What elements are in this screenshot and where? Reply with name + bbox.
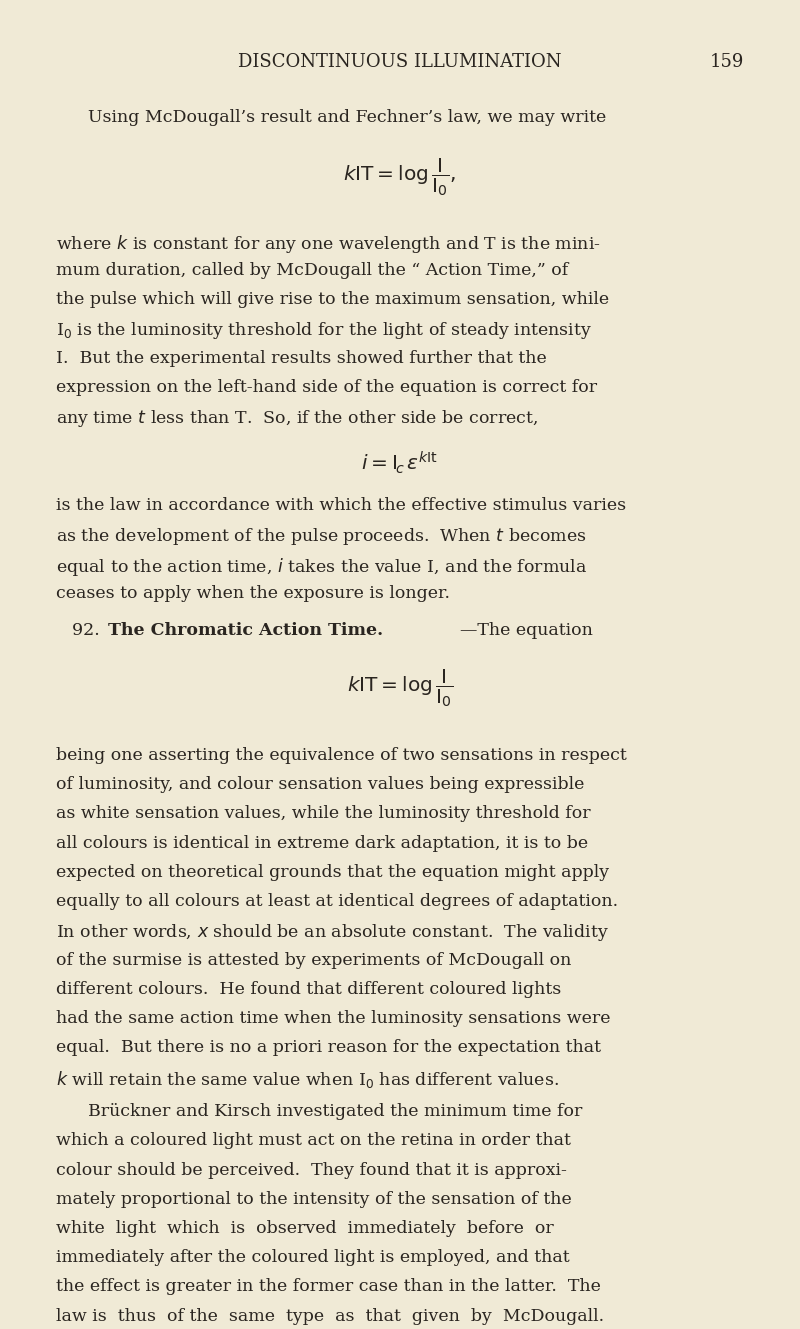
Text: The Chromatic Action Time.: The Chromatic Action Time. — [108, 622, 383, 639]
Text: 92.: 92. — [72, 622, 106, 639]
Text: immediately after the coloured light is employed, and that: immediately after the coloured light is … — [56, 1249, 570, 1267]
Text: $k$ will retain the same value when I$_0$ has different values.: $k$ will retain the same value when I$_0… — [56, 1069, 559, 1090]
Text: the effect is greater in the former case than in the latter.  The: the effect is greater in the former case… — [56, 1278, 601, 1296]
Text: mately proportional to the intensity of the sensation of the: mately proportional to the intensity of … — [56, 1191, 572, 1208]
Text: colour should be perceived.  They found that it is approxi-: colour should be perceived. They found t… — [56, 1162, 567, 1179]
Text: as white sensation values, while the luminosity threshold for: as white sensation values, while the lum… — [56, 805, 590, 823]
Text: 159: 159 — [710, 53, 744, 72]
Text: equally to all colours at least at identical degrees of adaptation.: equally to all colours at least at ident… — [56, 893, 618, 910]
Text: white  light  which  is  observed  immediately  before  or: white light which is observed immediatel… — [56, 1220, 554, 1237]
Text: being one asserting the equivalence of two sensations in respect: being one asserting the equivalence of t… — [56, 747, 626, 764]
Text: the pulse which will give rise to the maximum sensation, while: the pulse which will give rise to the ma… — [56, 291, 609, 308]
Text: Brückner and Kirsch investigated the minimum time for: Brückner and Kirsch investigated the min… — [88, 1103, 582, 1120]
Text: law is  thus  of the  same  type  as  that  given  by  McDougall.: law is thus of the same type as that giv… — [56, 1308, 604, 1325]
Text: had the same action time when the luminosity sensations were: had the same action time when the lumino… — [56, 1010, 610, 1027]
Text: all colours is identical in extreme dark adaptation, it is to be: all colours is identical in extreme dark… — [56, 835, 588, 852]
Text: where $k$ is constant for any one wavelength and T is the mini-: where $k$ is constant for any one wavele… — [56, 233, 601, 255]
Text: $k\mathrm{IT} = \log\dfrac{\mathrm{I}}{\mathrm{I}_0},$: $k\mathrm{IT} = \log\dfrac{\mathrm{I}}{\… — [343, 157, 457, 198]
Text: —The equation: —The equation — [460, 622, 593, 639]
Text: different colours.  He found that different coloured lights: different colours. He found that differe… — [56, 981, 562, 998]
Text: which a coloured light must act on the retina in order that: which a coloured light must act on the r… — [56, 1132, 571, 1150]
Text: $i = \mathrm{I}_{\!c}\,\varepsilon^{k\mathrm{It}}$: $i = \mathrm{I}_{\!c}\,\varepsilon^{k\ma… — [362, 449, 438, 476]
Text: equal to the action time, $i$ takes the value I, and the formula: equal to the action time, $i$ takes the … — [56, 556, 587, 578]
Text: any time $t$ less than T.  So, if the other side be correct,: any time $t$ less than T. So, if the oth… — [56, 408, 538, 429]
Text: equal.  But there is no a priori reason for the expectation that: equal. But there is no a priori reason f… — [56, 1039, 601, 1057]
Text: Using McDougall’s result and Fechner’s law, we may write: Using McDougall’s result and Fechner’s l… — [88, 109, 606, 126]
Text: I.  But the experimental results showed further that the: I. But the experimental results showed f… — [56, 350, 546, 367]
Text: ceases to apply when the exposure is longer.: ceases to apply when the exposure is lon… — [56, 585, 450, 602]
Text: expected on theoretical grounds that the equation might apply: expected on theoretical grounds that the… — [56, 864, 609, 881]
Text: expression on the left-hand side of the equation is correct for: expression on the left-hand side of the … — [56, 379, 597, 396]
Text: mum duration, called by McDougall the “ Action Time,” of: mum duration, called by McDougall the “ … — [56, 262, 568, 279]
Text: as the development of the pulse proceeds.  When $t$ becomes: as the development of the pulse proceeds… — [56, 526, 586, 548]
Text: In other words, $x$ should be an absolute constant.  The validity: In other words, $x$ should be an absolut… — [56, 922, 609, 944]
Text: DISCONTINUOUS ILLUMINATION: DISCONTINUOUS ILLUMINATION — [238, 53, 562, 72]
Text: is the law in accordance with which the effective stimulus varies: is the law in accordance with which the … — [56, 497, 626, 514]
Text: of luminosity, and colour sensation values being expressible: of luminosity, and colour sensation valu… — [56, 776, 584, 793]
Text: I$_0$ is the luminosity threshold for the light of steady intensity: I$_0$ is the luminosity threshold for th… — [56, 320, 592, 342]
Text: $k\mathrm{IT} = \log\dfrac{\mathrm{I}}{\mathrm{I}_0}$: $k\mathrm{IT} = \log\dfrac{\mathrm{I}}{\… — [347, 667, 453, 708]
Text: of the surmise is attested by experiments of McDougall on: of the surmise is attested by experiment… — [56, 952, 571, 969]
